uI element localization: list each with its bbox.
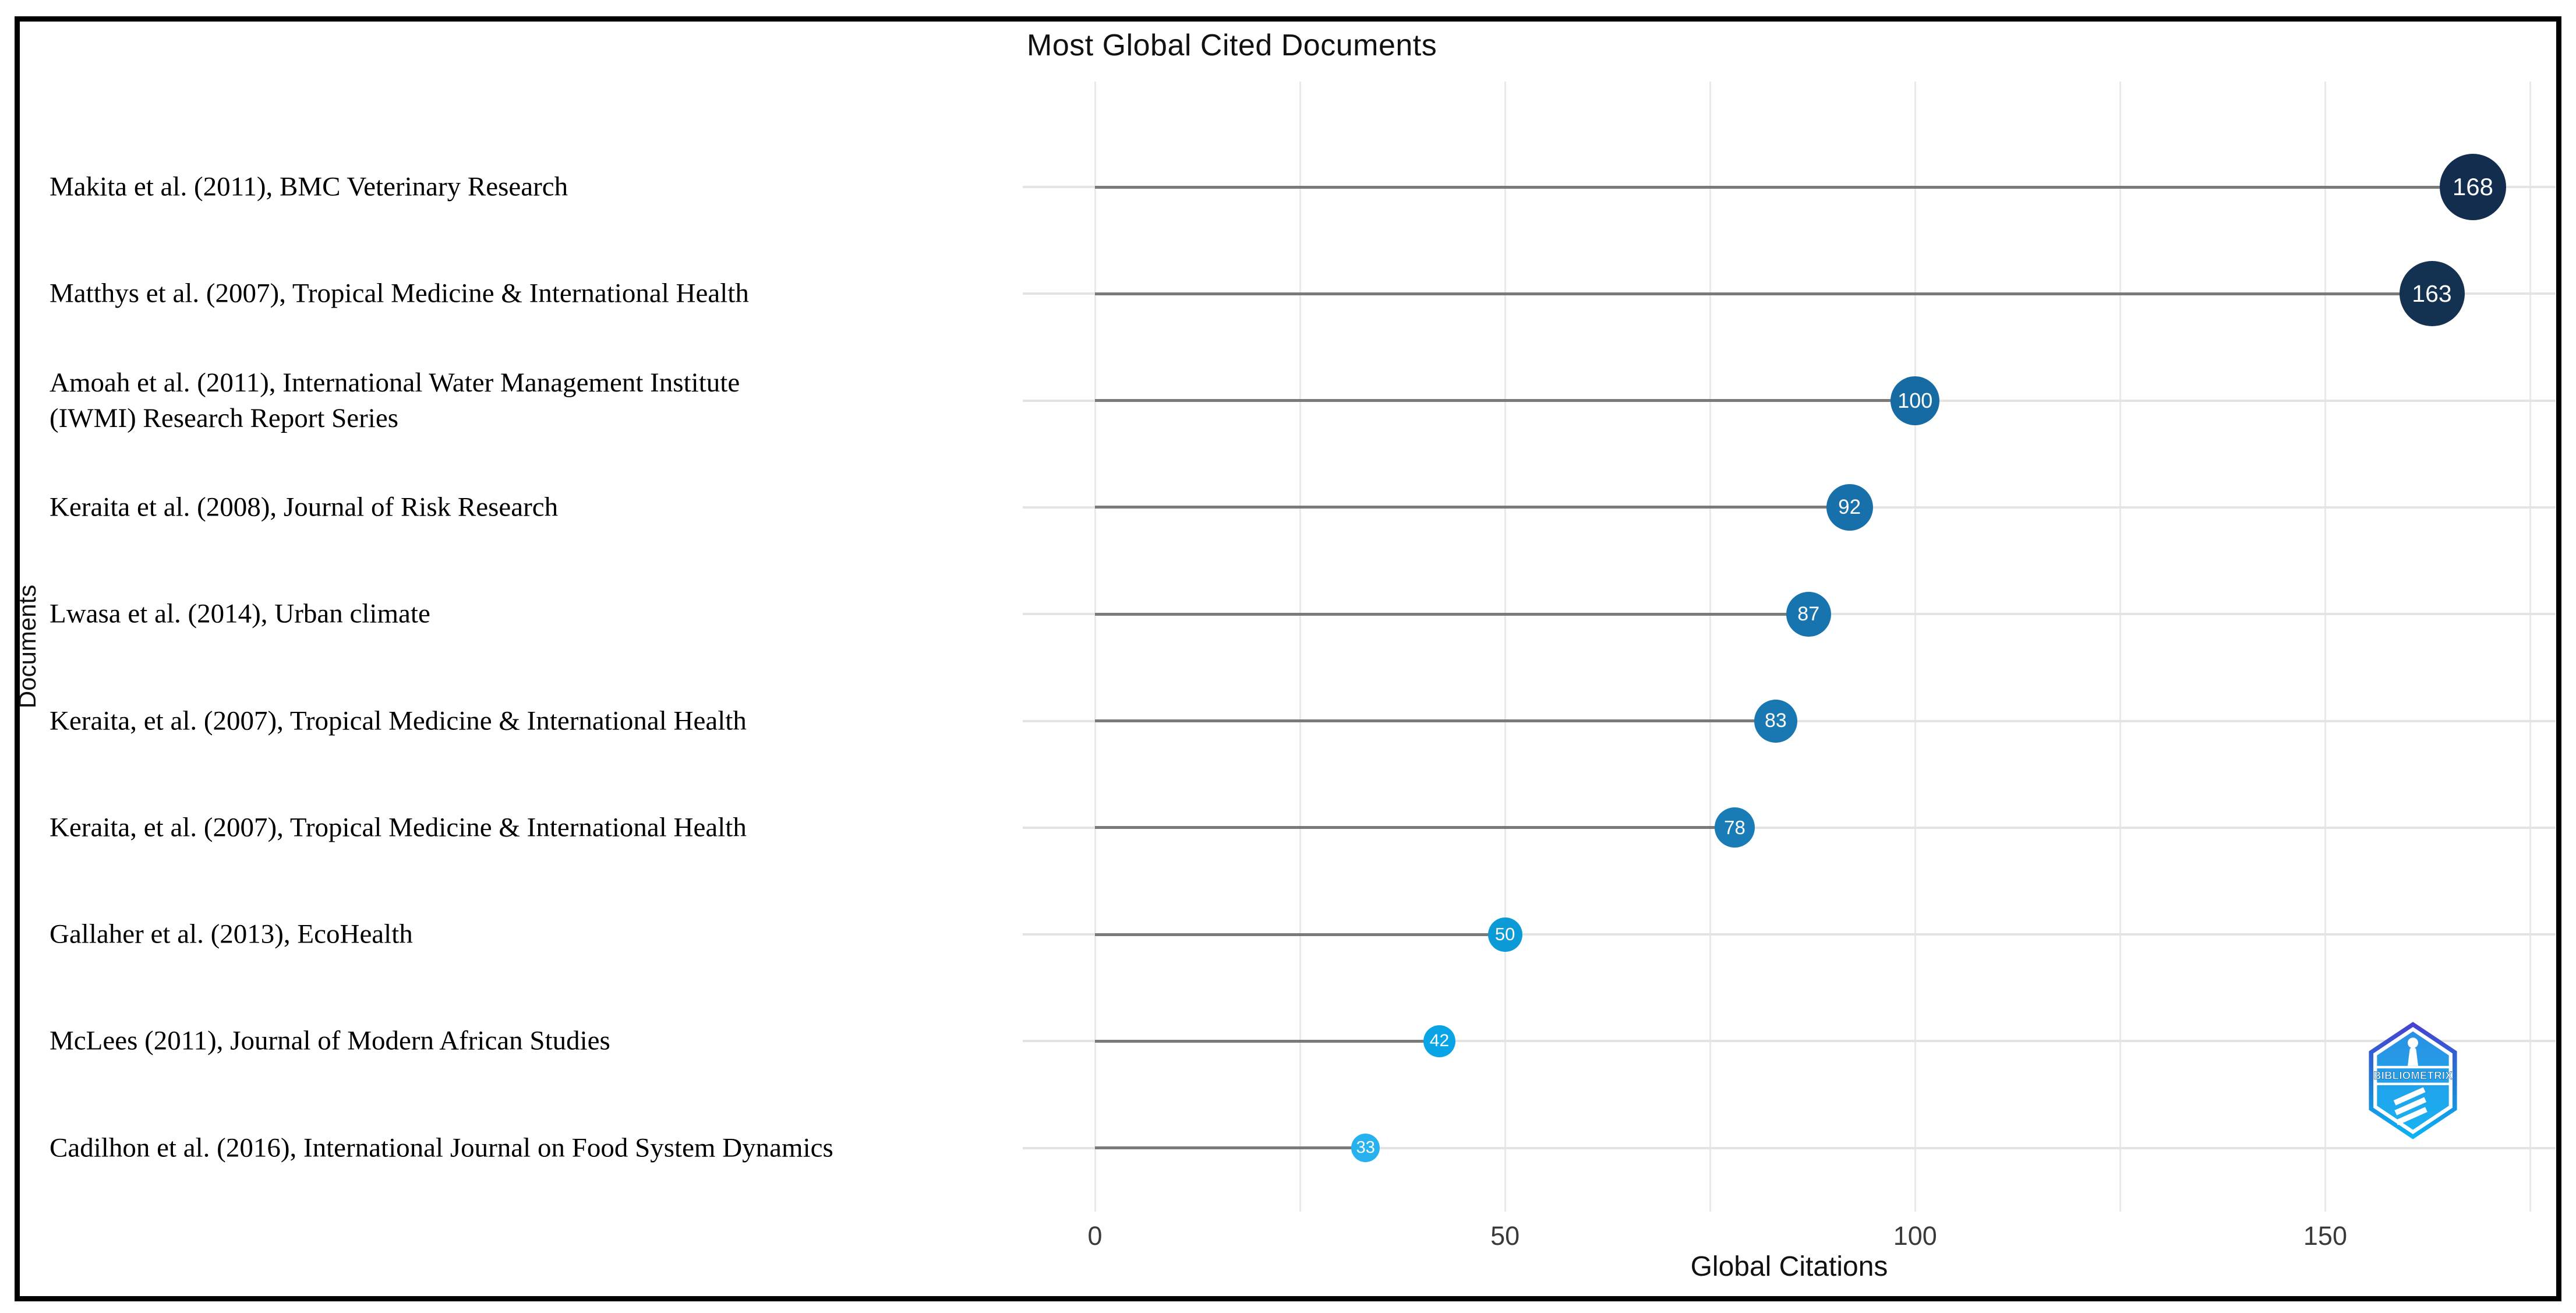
grid-line-vertical <box>1094 82 1096 1212</box>
citation-dot[interactable]: 78 <box>1714 807 1755 848</box>
x-tick-label: 50 <box>1490 1221 1520 1251</box>
x-tick-label: 100 <box>1893 1221 1937 1251</box>
lollipop-stem <box>1095 719 1776 722</box>
citation-dot[interactable]: 92 <box>1826 483 1873 531</box>
logo-hexagon-inner <box>2373 1027 2453 1134</box>
citation-dot[interactable]: 168 <box>2439 154 2506 220</box>
bibliometrix-logo-svg: BIBLIOMETRIX <box>2369 1022 2457 1139</box>
x-tick-label: 150 <box>2303 1221 2347 1251</box>
grid-line-vertical <box>1914 82 1916 1212</box>
image-border-frame <box>15 16 2561 1301</box>
lollipop-stem <box>1095 185 2473 189</box>
grid-line-vertical <box>1709 82 1711 1212</box>
logo-band-line-top <box>2375 1065 2451 1069</box>
dot-value-label: 42 <box>1429 1031 1450 1051</box>
citation-dot[interactable]: 87 <box>1786 591 1831 637</box>
row-gridline <box>1023 933 2556 936</box>
grid-line-vertical <box>2324 82 2326 1212</box>
logo-band-line-bottom <box>2375 1082 2451 1085</box>
lollipop-stem <box>1095 399 1916 403</box>
document-label: Keraita, et al. (2007), Tropical Medicin… <box>50 705 747 736</box>
citation-dot[interactable]: 50 <box>1487 917 1522 952</box>
document-label: Cadilhon et al. (2016), International Jo… <box>50 1132 833 1163</box>
bibliometrix-logo: BIBLIOMETRIX <box>2361 1019 2465 1142</box>
dot-value-label: 50 <box>1494 924 1515 945</box>
grid-line-vertical <box>1299 82 1301 1212</box>
citation-dot[interactable]: 42 <box>1423 1025 1455 1057</box>
lollipop-stem <box>1095 1039 1440 1043</box>
logo-lighthouse-dome <box>2408 1037 2418 1049</box>
lollipop-stem <box>1095 826 1735 830</box>
lollipop-stem <box>1095 1146 1366 1150</box>
document-label: Matthys et al. (2007), Tropical Medicine… <box>50 278 749 309</box>
grid-line-vertical <box>2119 82 2121 1212</box>
document-label: Gallaher et al. (2013), EcoHealth <box>50 919 413 950</box>
document-label: McLees (2011), Journal of Modern African… <box>50 1025 610 1056</box>
citation-dot[interactable]: 33 <box>1351 1134 1380 1163</box>
logo-lighthouse-tower <box>2408 1047 2418 1066</box>
dot-value-label: 100 <box>1897 388 1933 412</box>
citation-dot[interactable]: 83 <box>1754 699 1797 743</box>
lollipop-stem <box>1095 933 1506 936</box>
citation-dot[interactable]: 100 <box>1891 376 1940 425</box>
lollipop-stem <box>1095 506 1850 509</box>
lollipop-stem <box>1095 292 2432 295</box>
document-label: Lwasa et al. (2014), Urban climate <box>50 598 430 629</box>
lollipop-stem <box>1095 612 1809 616</box>
grid-line-vertical <box>2529 82 2532 1212</box>
x-axis-title: Global Citations <box>1690 1251 1888 1282</box>
x-tick-label: 0 <box>1087 1221 1103 1251</box>
citation-dot[interactable]: 163 <box>2399 261 2465 327</box>
dot-value-label: 83 <box>1764 710 1787 732</box>
y-axis-title: Documents <box>13 584 41 709</box>
row-gridline <box>1023 1146 2556 1149</box>
document-label: Amoah et al. (2011), International Water… <box>50 367 740 433</box>
dot-value-label: 92 <box>1838 495 1861 518</box>
document-label: Keraita, et al. (2007), Tropical Medicin… <box>50 812 747 843</box>
grid-line-vertical <box>1504 82 1506 1212</box>
logo-text: BIBLIOMETRIX <box>2373 1069 2453 1081</box>
dot-value-label: 78 <box>1724 816 1745 838</box>
chart-title: Most Global Cited Documents <box>1027 29 1437 62</box>
document-label: Makita et al. (2011), BMC Veterinary Res… <box>50 171 568 202</box>
dot-value-label: 163 <box>2412 280 2452 307</box>
document-label: Keraita et al. (2008), Journal of Risk R… <box>50 492 559 523</box>
dot-value-label: 33 <box>1356 1138 1375 1157</box>
dot-value-label: 168 <box>2452 173 2493 200</box>
logo-stairs-icon <box>2393 1087 2427 1125</box>
dot-value-label: 87 <box>1797 602 1820 625</box>
row-gridline <box>1023 1040 2556 1043</box>
row-gridline <box>1023 826 2556 829</box>
